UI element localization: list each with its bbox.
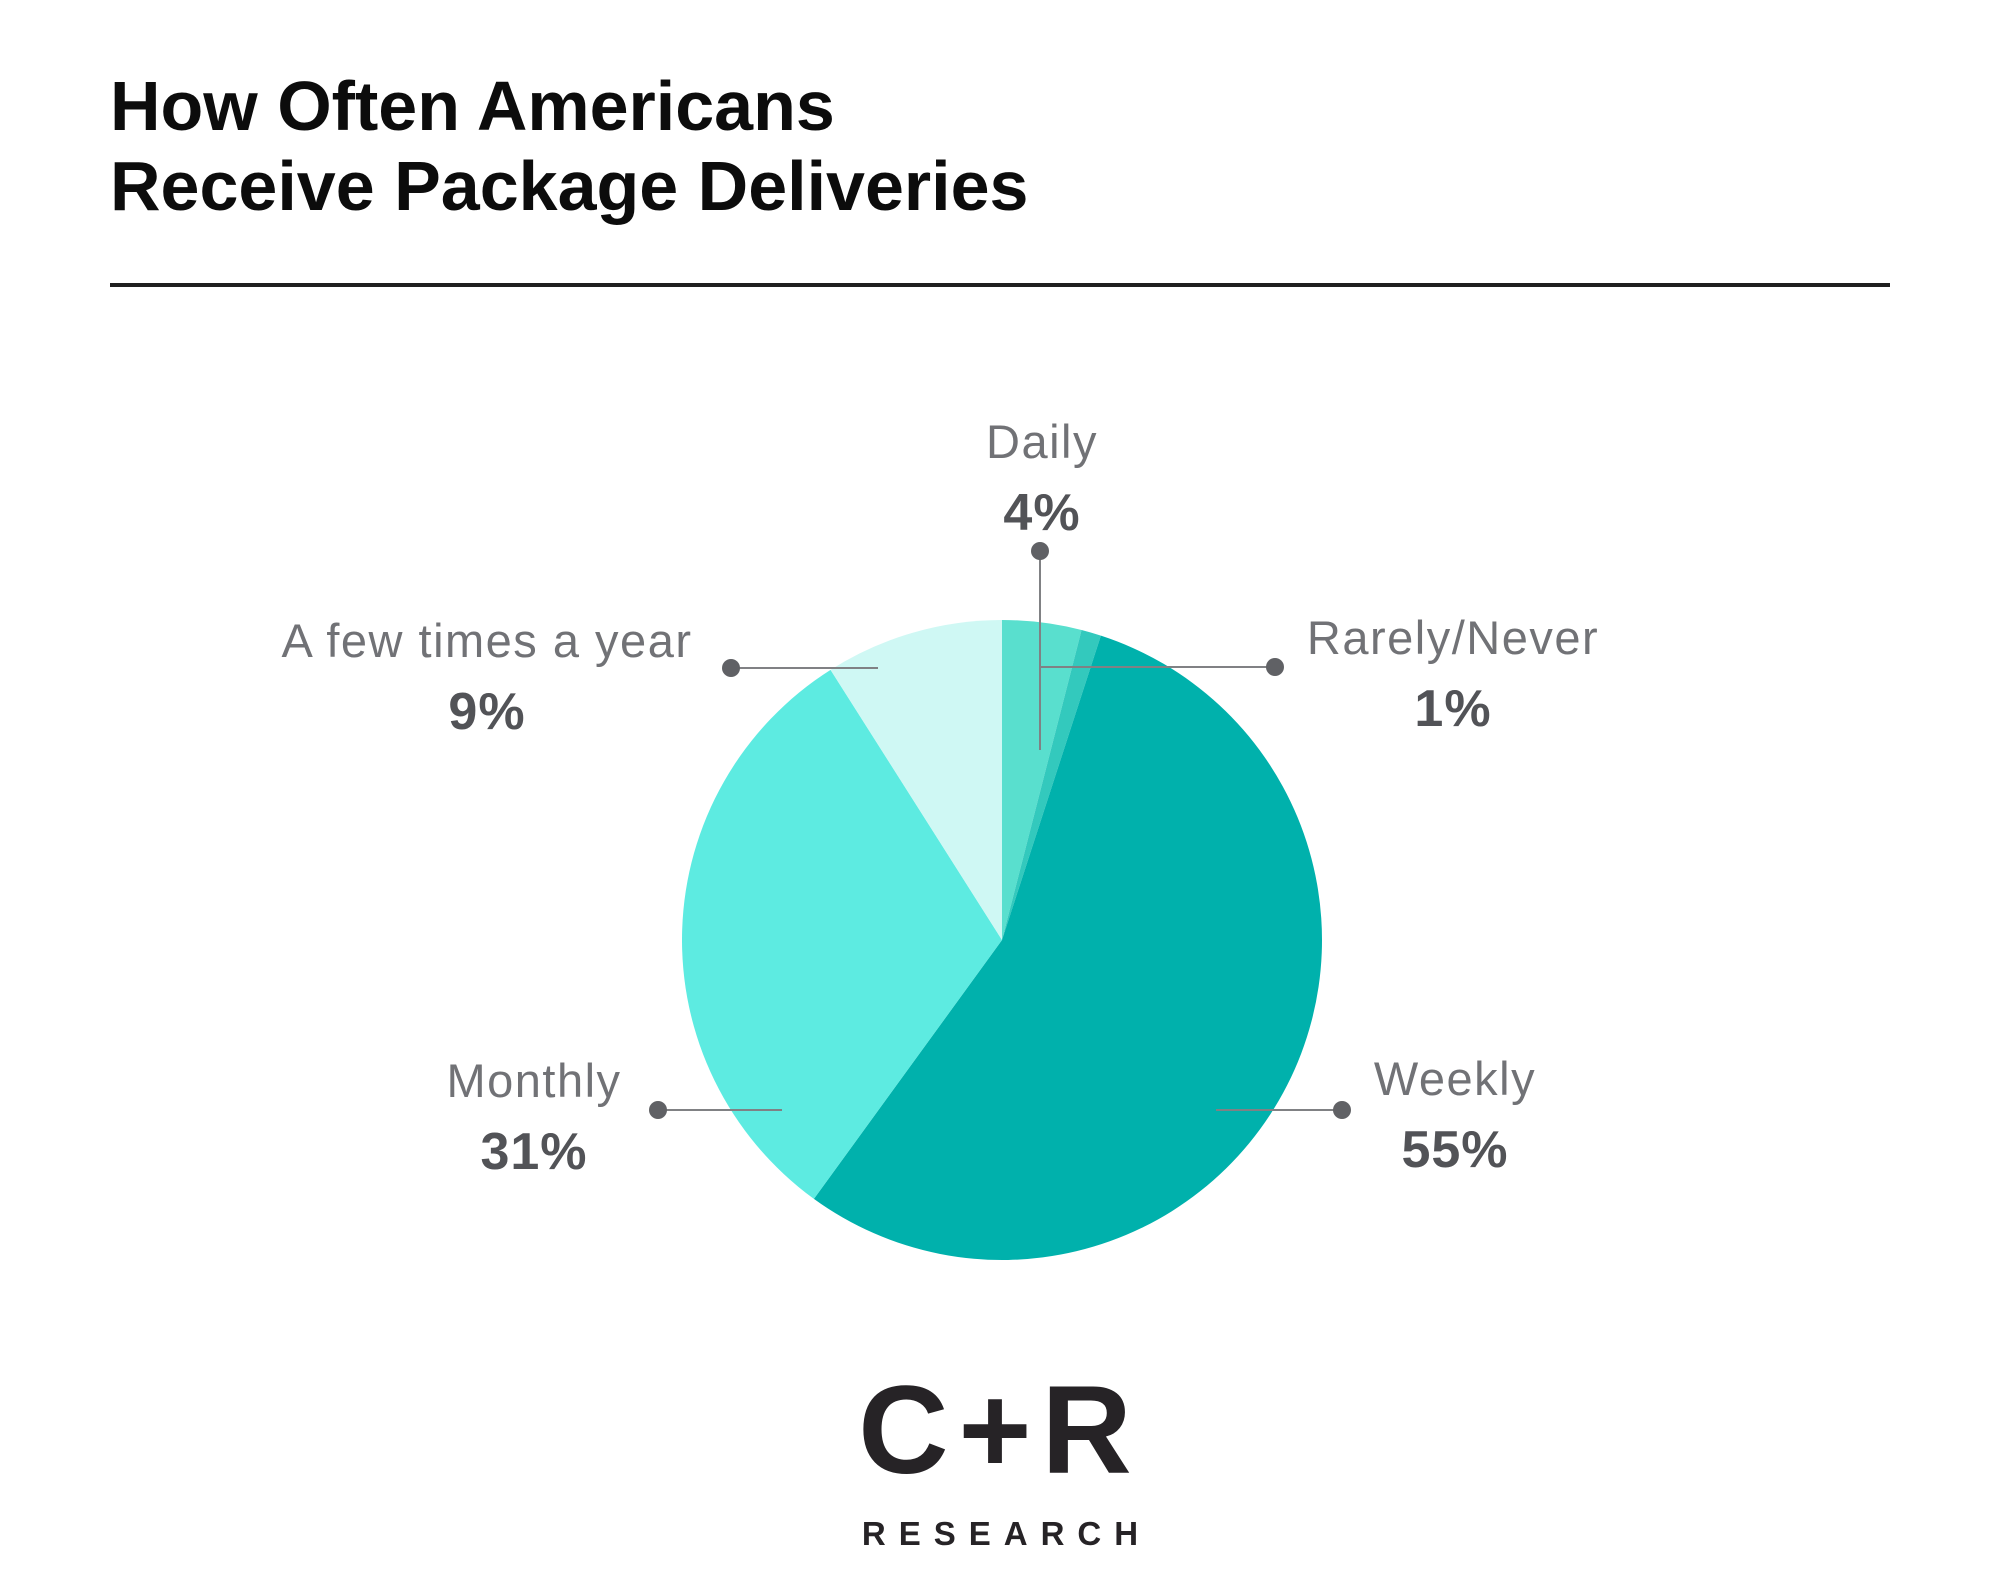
leader-dot-weekly <box>1333 1101 1351 1119</box>
page-title-line-1: How Often Americans <box>110 67 835 145</box>
slice-value: 1% <box>1414 680 1492 738</box>
slice-label: A few times a year <box>281 614 693 667</box>
title-divider-rule <box>110 283 1890 287</box>
leader-dot-daily <box>1031 542 1049 560</box>
page-title: How Often Americans Receive Package Deli… <box>110 66 1028 226</box>
callout-weekly: Weekly 55% <box>1374 1051 1536 1180</box>
pie-slice-a-few-times-a-year <box>830 620 1002 940</box>
leader-dot-a-few-times-a-year <box>722 659 740 677</box>
slice-value: 31% <box>480 1123 588 1181</box>
callout-monthly: Monthly 31% <box>446 1053 621 1182</box>
slice-value: 9% <box>448 683 526 741</box>
slice-label: Monthly <box>446 1054 622 1107</box>
pie-slice-rarely-never <box>1002 630 1101 940</box>
cr-research-logo: C+R RESEARCH <box>849 1368 1151 1553</box>
page-title-line-2: Receive Package Deliveries <box>110 147 1029 225</box>
slice-label: Rarely/Never <box>1306 611 1600 664</box>
slice-value: 55% <box>1401 1121 1509 1179</box>
pie-slice-weekly <box>813 635 1322 1260</box>
pie-slice-monthly <box>681 669 1002 1199</box>
slice-label: Weekly <box>1373 1052 1537 1105</box>
slice-label: Daily <box>986 415 1098 468</box>
leader-dot-monthly <box>649 1101 667 1119</box>
slice-value: 4% <box>1003 484 1081 542</box>
callout-a-few-times-a-year: A few times a year 9% <box>282 613 693 742</box>
logo-subtext: RESEARCH <box>861 1515 1152 1552</box>
leader-dot-rarely-never <box>1266 658 1284 676</box>
pie-slice-daily <box>1002 620 1082 940</box>
callout-rarely-never: Rarely/Never 1% <box>1307 610 1599 739</box>
logo-wordmark: C+R <box>858 1361 1142 1500</box>
callout-daily: Daily 4% <box>986 414 1098 543</box>
